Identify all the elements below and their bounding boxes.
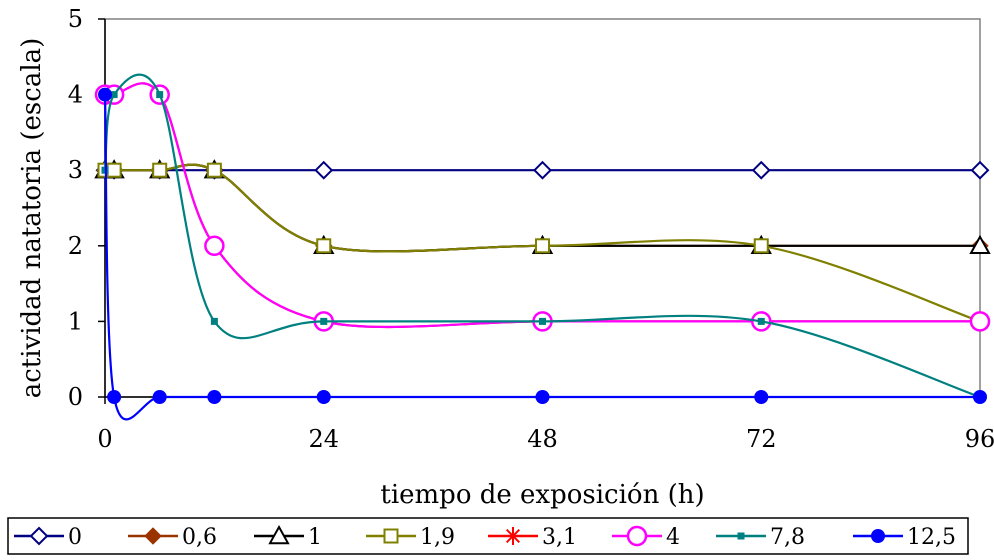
data-point — [969, 311, 991, 332]
legend-item: 7,8 — [716, 525, 805, 550]
series-line — [103, 94, 980, 421]
legend-label: 1 — [308, 525, 322, 550]
legend-label: 0 — [68, 525, 82, 550]
series-12-5 — [98, 87, 987, 421]
data-point — [753, 238, 769, 254]
y-tick-label: 4 — [68, 81, 83, 109]
data-point — [973, 390, 987, 404]
data-point — [207, 390, 222, 404]
legend-label: 0,6 — [182, 525, 217, 550]
legend-label: 7,8 — [770, 525, 805, 550]
plot-area — [104, 18, 981, 398]
data-point — [144, 527, 162, 545]
x-tick-label: 24 — [308, 425, 339, 453]
y-tick-label: 5 — [68, 5, 83, 33]
y-axis-title: actividad natatoria (escala) — [17, 38, 47, 399]
data-point — [754, 390, 769, 404]
data-point — [535, 238, 550, 254]
series-line — [105, 163, 981, 323]
legend-label: 12,5 — [907, 525, 956, 550]
data-point — [757, 317, 765, 325]
legend-item: 4 — [612, 525, 680, 550]
x-tick-label: 48 — [527, 425, 558, 453]
x-axis-title: tiempo de exposición (h) — [380, 480, 704, 510]
legend-item: 0 — [14, 525, 82, 550]
legend-item: 1 — [254, 524, 322, 550]
plot-frame — [104, 18, 981, 398]
series-3-1 — [96, 82, 989, 331]
x-tick-label: 72 — [746, 425, 777, 453]
series-layer — [94, 73, 991, 421]
legend-item: 12,5 — [853, 525, 956, 550]
data-point — [626, 525, 648, 547]
data-point — [206, 162, 222, 178]
legend-item: 1,9 — [366, 525, 455, 550]
data-point — [204, 235, 225, 257]
data-point — [110, 91, 118, 99]
x-tick-label: 0 — [97, 425, 112, 453]
legend: 0 0,6 1 1,9 3,1 4 7,8 12,5 — [7, 517, 969, 555]
legend-item: 0,6 — [128, 525, 217, 550]
legend-label: 3,1 — [542, 525, 577, 550]
data-point — [106, 162, 122, 178]
data-point — [268, 524, 290, 545]
data-point — [29, 526, 49, 546]
data-point — [98, 87, 112, 102]
data-point — [156, 91, 164, 99]
legend-label: 1,9 — [420, 525, 455, 550]
data-point — [533, 160, 552, 180]
series-0 — [95, 160, 990, 180]
legend-item: 3,1 — [488, 525, 577, 550]
axes: 0 1 2 3 4 5 0 24 48 72 96 — [68, 5, 994, 453]
data-point — [152, 162, 168, 178]
data-point — [970, 160, 990, 180]
data-point — [316, 238, 332, 254]
series-4 — [94, 82, 991, 332]
data-point — [504, 527, 522, 545]
data-point — [539, 317, 546, 325]
series-line — [104, 82, 980, 329]
data-point — [210, 317, 218, 325]
series-line — [104, 82, 980, 329]
data-point — [314, 160, 334, 180]
y-tick-label: 3 — [68, 156, 83, 184]
y-tick-label: 0 — [68, 383, 83, 411]
data-point — [107, 390, 122, 404]
data-point — [320, 317, 328, 325]
data-point — [316, 390, 331, 404]
data-point — [737, 532, 745, 540]
data-point — [969, 234, 991, 254]
data-point — [751, 160, 771, 180]
y-tick-label: 2 — [68, 232, 83, 260]
legend-label: 4 — [666, 525, 680, 550]
data-point — [871, 529, 885, 543]
data-point — [152, 390, 167, 404]
x-tick-label: 96 — [965, 425, 994, 453]
data-point — [383, 528, 399, 544]
data-point — [535, 390, 550, 404]
y-tick-label: 1 — [68, 307, 83, 335]
